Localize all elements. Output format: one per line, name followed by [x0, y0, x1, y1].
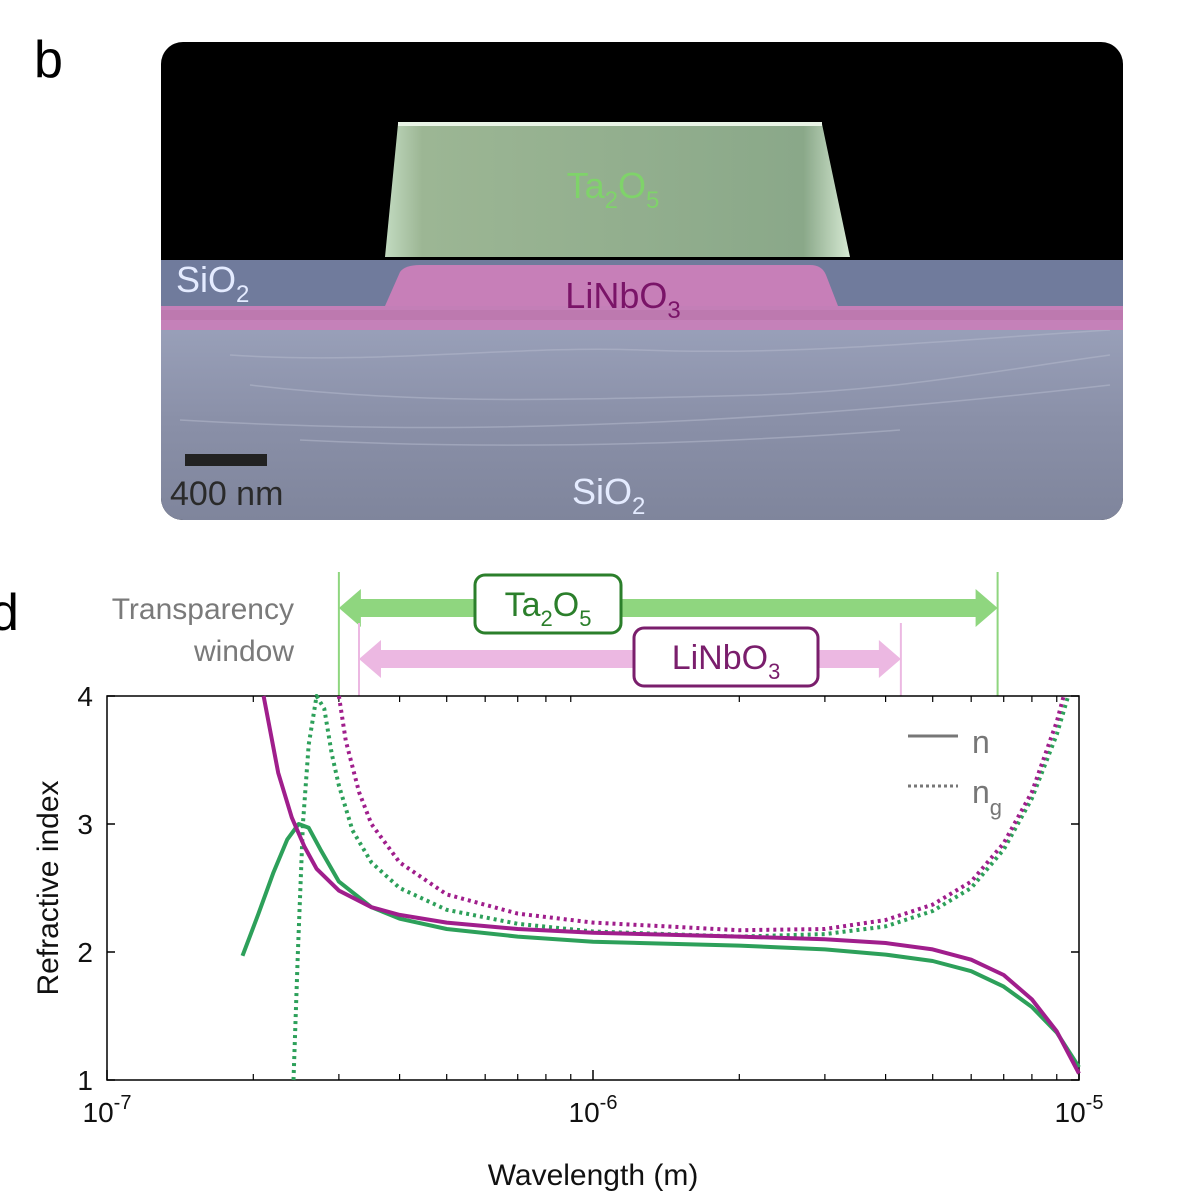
plot-frame	[106, 695, 1080, 1081]
substrate-label: SiO2	[572, 471, 645, 520]
linbo3-window-box	[632, 626, 820, 688]
series-ta2o5-ng	[291, 694, 1071, 1081]
panel-label-b: b	[34, 31, 63, 89]
series-linbo3-n	[261, 695, 1081, 1075]
x-tick-label: 10-6	[569, 1092, 618, 1128]
series-linbo3-ng	[336, 695, 1066, 933]
y-tick-label: 4	[77, 681, 93, 712]
substrate-region	[161, 320, 1123, 520]
linbo3-window-arrow	[358, 640, 901, 678]
linbo3-label: LiNbO3	[565, 275, 680, 324]
y-tick-label: 3	[77, 809, 93, 840]
legend: n ng	[908, 724, 1002, 820]
transparency-label-line2: window	[193, 635, 294, 668]
y-axis-label: Refractive index	[32, 780, 65, 995]
x-axis-label: Wavelength (m)	[488, 1159, 699, 1192]
linbo3-ridge	[385, 265, 838, 306]
cladding-label: SiO2	[176, 259, 249, 308]
ta2o5-block	[385, 124, 850, 257]
linbo3-layer	[161, 306, 1123, 330]
linbo3-window-box-label: LiNbO3	[672, 639, 781, 684]
x-tick-label: 10-5	[1055, 1092, 1104, 1128]
scale-bar-label: 400 nm	[170, 475, 283, 513]
ta2o5-window-box	[473, 573, 623, 635]
transparency-label-line1: Transparency	[112, 593, 294, 626]
sem-cross-section-image: Ta2O5 LiNbO3 SiO2 SiO2 400 nm	[161, 42, 1123, 520]
y-tick-label: 1	[77, 1065, 93, 1096]
x-tick-label: 10-7	[83, 1092, 132, 1128]
legend-ng-label: ng	[972, 774, 1002, 820]
series-ta2o5-n	[240, 822, 1081, 1069]
scale-bar	[185, 454, 267, 466]
legend-n-label: n	[972, 724, 990, 760]
y-tick-label: 2	[77, 937, 93, 968]
panel-label-d: d	[0, 584, 19, 642]
ta2o5-label: Ta2O5	[567, 165, 660, 214]
ta2o5-window-box-label: Ta2O5	[505, 586, 592, 631]
refractive-index-chart: Transparency window Ta2O5 LiNbO3 1 2 3 4 10-7…	[32, 572, 1104, 1192]
ta2o5-window-arrow	[338, 589, 998, 627]
